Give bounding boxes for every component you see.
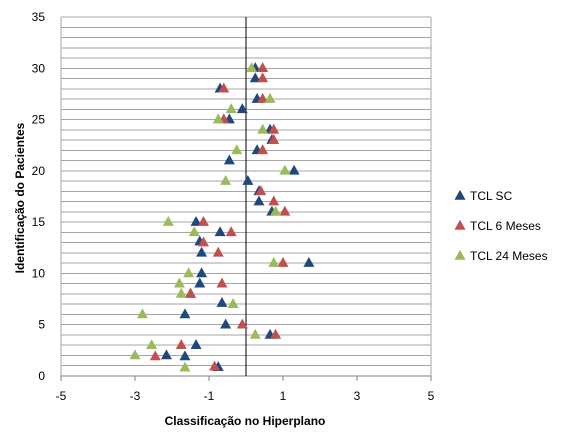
data-point [246,62,258,73]
data-point [179,361,191,372]
data-point [242,174,254,185]
data-point [279,164,291,175]
data-point [249,72,261,83]
data-point [225,226,237,237]
y-tick-label: 0 [38,369,45,383]
data-point [197,216,209,226]
y-tick-label: 10 [32,266,46,280]
x-tick-label: 1 [280,389,287,403]
data-point [183,267,195,278]
data-point [220,318,232,329]
data-point [162,216,174,226]
x-tick-label: -1 [204,389,215,403]
data-points [129,62,315,372]
data-point [255,185,267,196]
data-point [175,287,187,298]
data-point [216,277,228,288]
data-point [279,205,291,216]
data-point [225,103,237,114]
data-point [270,205,282,216]
y-axis-title: Identificação do Pacientes [13,122,27,273]
data-point [185,287,196,298]
data-point [212,246,224,257]
x-axis-title: Classificação no Hiperplano [165,414,326,428]
data-point [257,123,269,134]
data-point [257,92,269,103]
y-tick-label: 15 [32,215,46,229]
data-point [194,277,206,288]
data-point [179,308,191,319]
data-point [136,308,148,319]
data-point [160,349,172,360]
x-tick-label: 3 [354,389,361,403]
data-point [268,195,280,206]
data-point [223,154,235,165]
y-tick-label: 5 [38,318,45,332]
data-point [227,298,239,308]
data-point [288,164,300,175]
data-point [257,72,269,83]
y-tick-label: 35 [32,10,46,24]
data-point [236,103,248,114]
data-point [179,350,191,361]
data-point [197,236,209,247]
data-point [129,349,141,360]
data-point [196,246,208,257]
data-point [277,257,289,267]
legend-marker [454,249,466,260]
data-point [209,360,221,371]
data-point [216,297,228,307]
x-tick-label: 5 [428,389,435,403]
y-tick-label: 30 [32,61,46,75]
data-point [175,339,187,349]
y-tick-label: 20 [32,164,46,178]
legend-label: TCL 6 Meses [470,219,541,233]
data-point [253,195,265,206]
legend-label: TCL 24 Meses [470,249,548,263]
data-point [264,92,276,103]
data-point [268,257,280,267]
legend-marker [454,219,466,230]
data-point [268,123,280,134]
data-point [218,82,230,93]
data-point [249,328,261,339]
y-tick-label: 25 [32,113,46,127]
data-point [190,339,202,349]
data-point [268,133,280,144]
data-point [212,113,224,124]
legend-marker [454,189,466,200]
data-point [257,144,269,155]
data-point [231,144,243,155]
data-point [303,257,315,267]
legend: TCL SC TCL 6 Meses TCL 24 Meses [454,189,548,263]
data-point [196,267,208,278]
x-tick-label: -5 [56,389,67,403]
data-point [190,216,202,226]
x-tick-label: -3 [130,389,141,403]
data-point [188,226,200,237]
data-point [214,226,226,237]
data-point [220,174,232,185]
legend-label: TCL SC [470,189,513,203]
data-point [236,318,248,329]
data-point [146,339,158,349]
data-point [257,62,269,73]
data-point [270,328,282,339]
data-point [149,350,161,361]
data-point [173,277,185,288]
